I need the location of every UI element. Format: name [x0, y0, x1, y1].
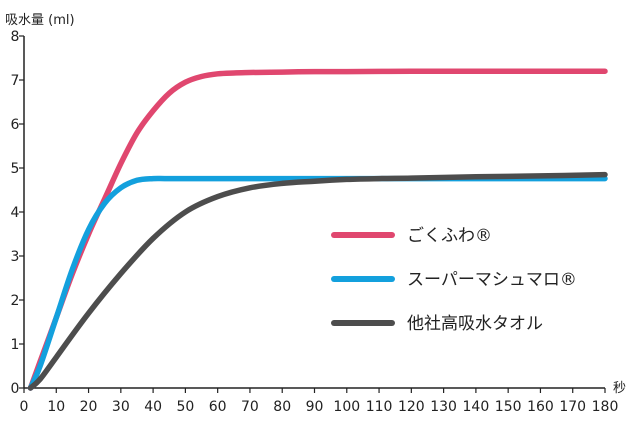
- legend-label-1: スーパーマシュマロ®: [407, 270, 577, 290]
- x-tick-label: 170: [559, 399, 586, 415]
- x-tick-label: 120: [398, 399, 425, 415]
- y-axis-title: 吸水量 (ml): [5, 13, 75, 28]
- x-tick-label: 180: [592, 399, 619, 415]
- y-tick-label: 1: [11, 337, 20, 353]
- x-tick-label: 150: [495, 399, 522, 415]
- x-tick-label: 140: [463, 399, 490, 415]
- x-tick-label: 30: [112, 399, 130, 415]
- x-tick-label: 0: [20, 399, 29, 415]
- legend-label-0: ごくふわ®: [407, 226, 492, 246]
- axes: [23, 36, 605, 389]
- y-tick-label: 5: [11, 161, 20, 177]
- x-tick-label: 90: [306, 399, 324, 415]
- x-tick-label: 60: [209, 399, 227, 415]
- x-tick-label: 50: [176, 399, 194, 415]
- legend: ごくふわ® スーパーマシュマロ® 他社高吸水タオル: [331, 226, 577, 334]
- y-tick-label: 0: [11, 381, 20, 397]
- x-axis-title: 秒: [613, 381, 626, 396]
- series-lines: [27, 68, 608, 391]
- y-tick-label: 8: [11, 29, 20, 45]
- y-tick-label: 7: [11, 73, 20, 89]
- y-ticks: 0 1 2 3 4 5 6 7 8: [11, 29, 24, 397]
- y-tick-label: 3: [11, 249, 20, 265]
- series-line-2: [27, 171, 608, 391]
- x-tick-label: 70: [241, 399, 259, 415]
- legend-label-2: 他社高吸水タオル: [407, 314, 543, 334]
- series-line-0: [27, 68, 608, 391]
- x-tick-label: 40: [144, 399, 162, 415]
- x-ticks: 0 10 20 30 40 50 60 70 80 90 100 110 120 130 140 150 160…: [20, 388, 619, 415]
- x-tick-label: 160: [527, 399, 554, 415]
- x-tick-label: 100: [333, 399, 360, 415]
- y-tick-label: 4: [11, 205, 20, 221]
- x-tick-label: 130: [430, 399, 457, 415]
- x-tick-label: 10: [47, 399, 65, 415]
- y-tick-label: 2: [11, 293, 20, 309]
- x-tick-label: 20: [80, 399, 98, 415]
- y-tick-label: 6: [11, 117, 20, 133]
- x-tick-label: 110: [366, 399, 393, 415]
- x-tick-label: 80: [273, 399, 291, 415]
